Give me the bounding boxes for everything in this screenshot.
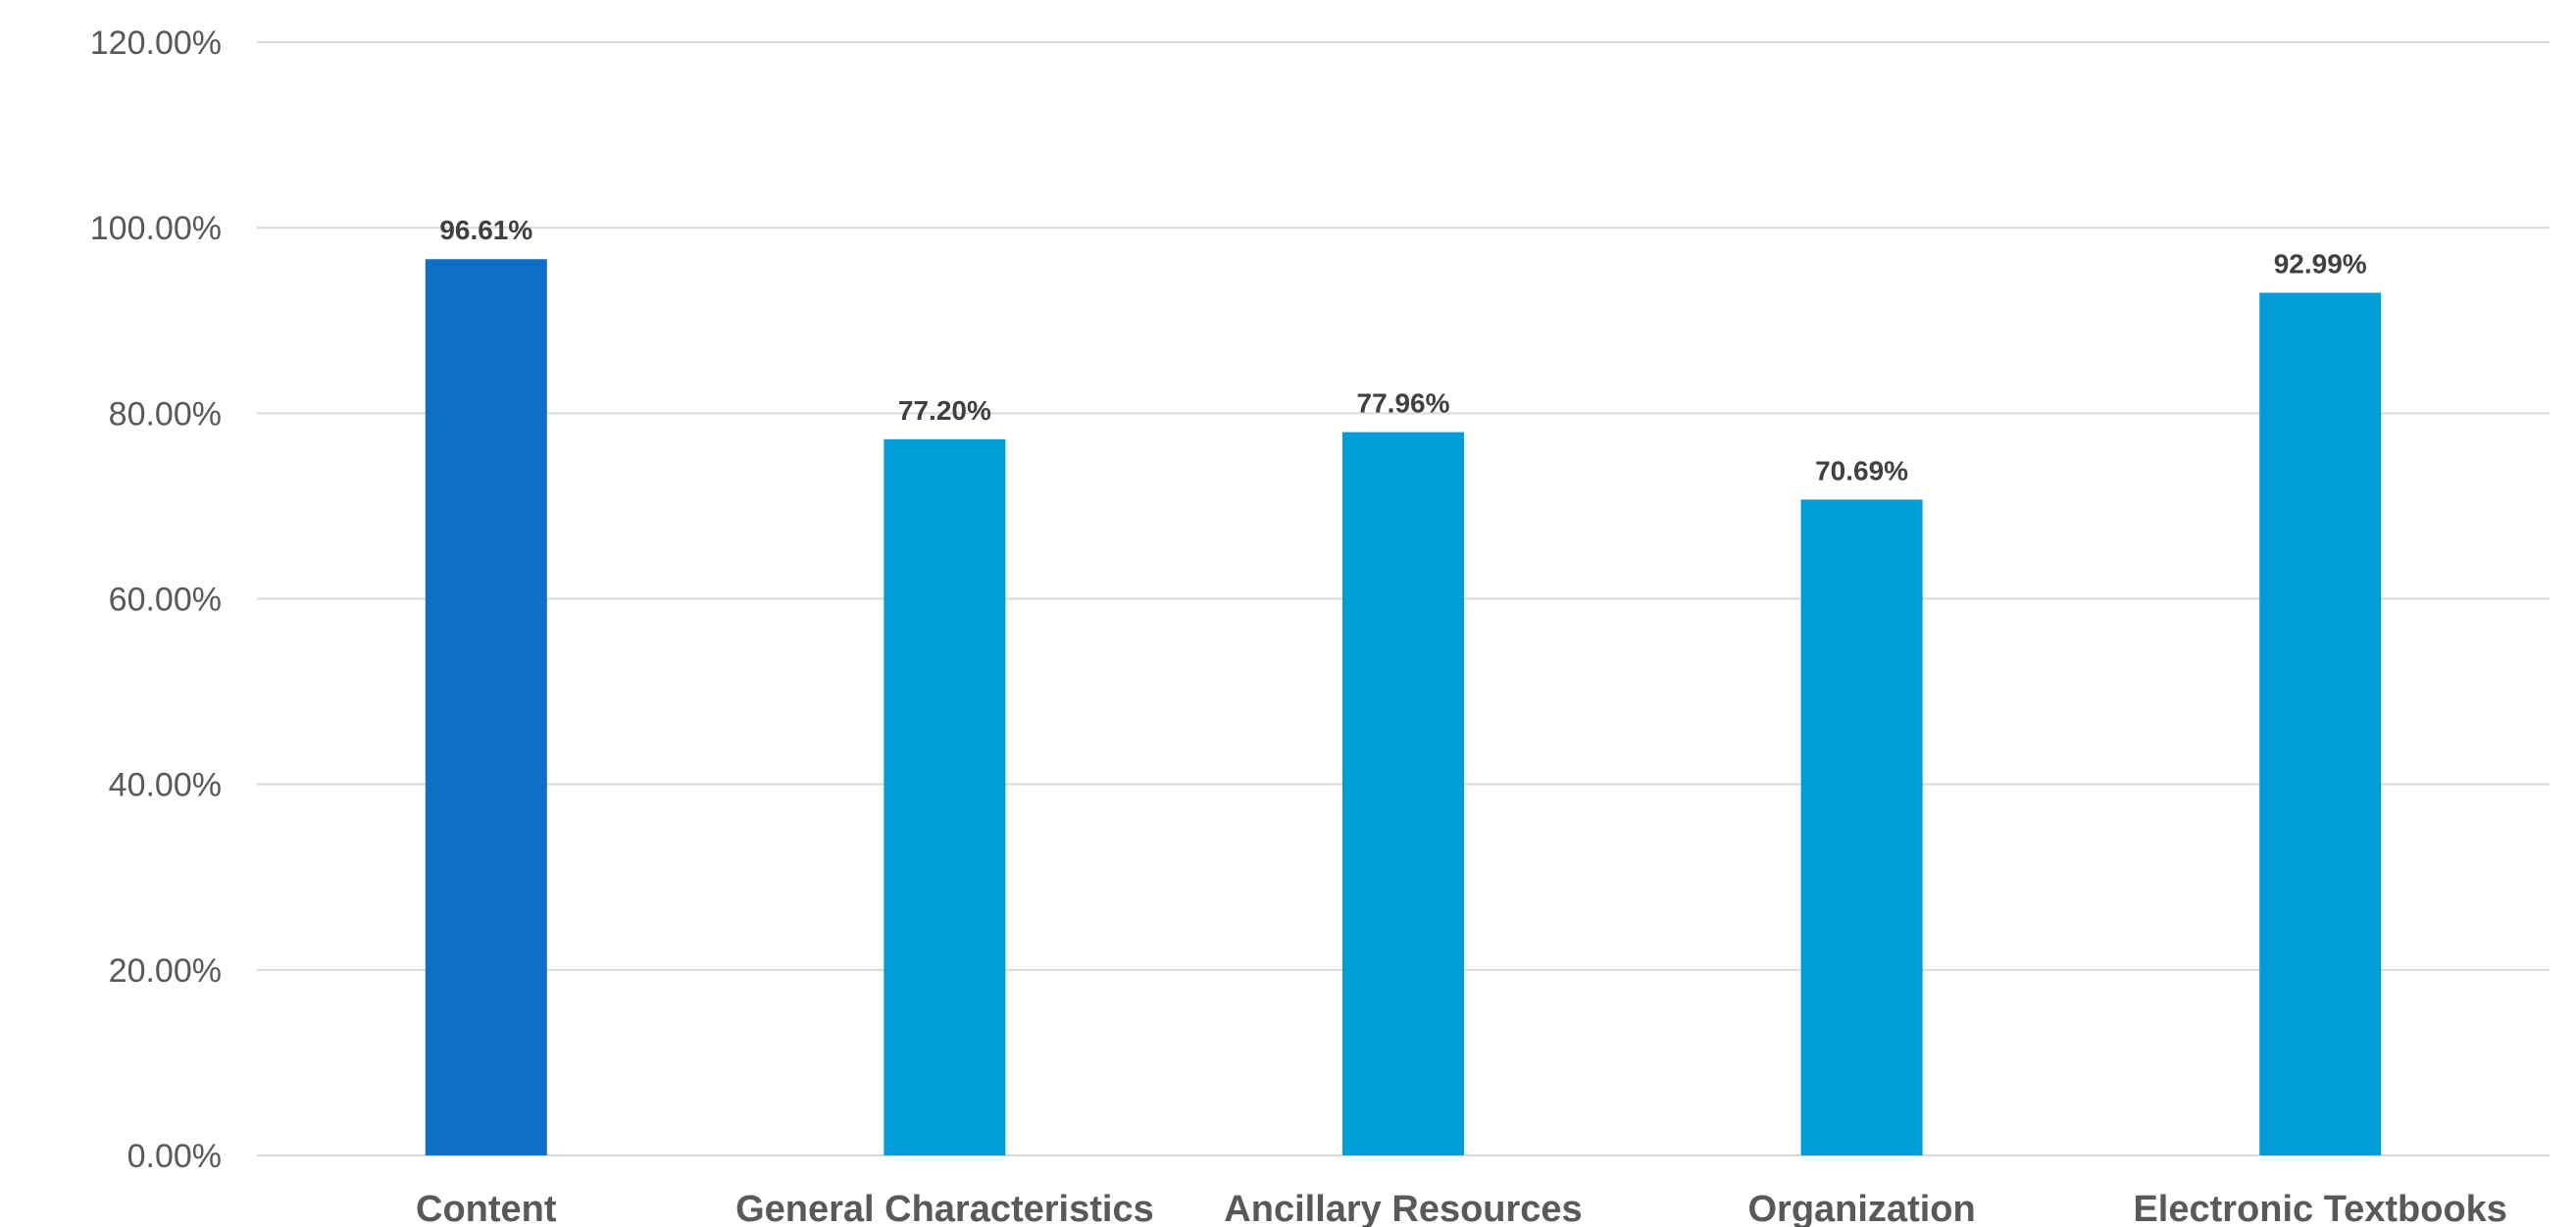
bar-electronic-textbooks [2259, 292, 2382, 1155]
bar-content [425, 259, 547, 1155]
data-label: 77.20% [898, 395, 991, 426]
x-tick-label: General Characteristics [735, 1189, 1154, 1227]
data-label: 92.99% [2274, 248, 2367, 279]
y-tick-label: 20.00% [109, 952, 222, 990]
y-tick-label: 80.00% [109, 395, 222, 433]
y-tick-label: 40.00% [109, 767, 222, 804]
bar-ancillary-resources [1342, 432, 1464, 1156]
x-tick-label: Ancillary Resources [1224, 1189, 1582, 1227]
y-tick-label: 0.00% [127, 1138, 222, 1175]
data-labels: 96.61% 77.20% 77.96% 70.69% 92.99% [439, 215, 2366, 486]
x-tick-label: Organization [1747, 1189, 1975, 1227]
data-label: 77.96% [1357, 388, 1450, 419]
x-tick-label: Electronic Textbooks [2133, 1189, 2507, 1227]
bar-general-characteristics [884, 438, 1006, 1156]
bar-organization [1800, 499, 1923, 1156]
x-tick-label: Content [416, 1189, 557, 1227]
x-axis-tick-labels: Content General Characteristics Ancillary … [416, 1189, 2507, 1227]
bars [425, 259, 2382, 1156]
y-tick-label: 120.00% [90, 25, 222, 62]
y-tick-label: 100.00% [90, 210, 222, 247]
data-label: 70.69% [1815, 455, 1908, 486]
y-tick-label: 60.00% [109, 582, 222, 619]
y-axis-tick-labels: 0.00% 20.00% 40.00% 60.00% 80.00% 100.00% 120.… [90, 25, 222, 1175]
data-label: 96.61% [439, 215, 532, 245]
